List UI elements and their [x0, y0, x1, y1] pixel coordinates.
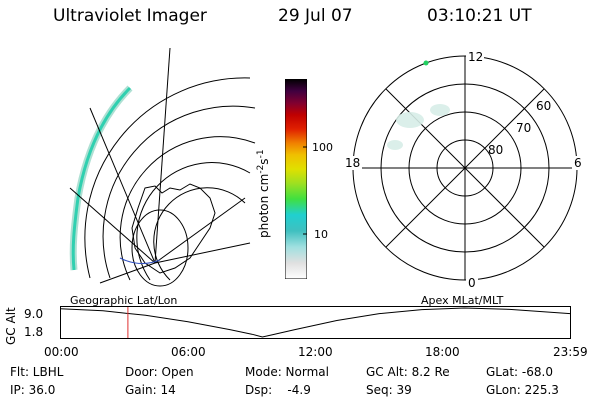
colorbar	[285, 79, 307, 279]
mlt-label-0: 0	[468, 276, 476, 290]
time-label: 03:10:21 UT	[427, 6, 532, 26]
circle-overlay	[131, 209, 189, 287]
glon-info: GLon: 225.3	[486, 383, 559, 397]
continent-outline	[131, 183, 216, 274]
orbit-altitude-plot	[60, 306, 571, 339]
geographic-map	[69, 48, 256, 287]
altitude-curve	[60, 307, 571, 338]
instrument-title: Ultraviolet Imager	[53, 6, 207, 26]
geo-label: Geographic Lat/Lon	[70, 294, 178, 307]
orbit-frame	[60, 306, 571, 339]
gc-alt-info: GC Alt: 8.2 Re	[366, 365, 450, 379]
colorbar-tick-10: 10	[314, 228, 328, 241]
dsp-info: Dsp: -4.9	[245, 383, 311, 397]
satellite-marker	[423, 60, 429, 66]
lat-label-80: 80	[488, 143, 503, 157]
lat-label-70: 70	[516, 121, 531, 135]
aurora-core	[71, 86, 132, 271]
seq-info: Seq: 39	[366, 383, 412, 397]
glat-info: GLat: -68.0	[486, 365, 553, 379]
mlt-label-6: 6	[574, 156, 582, 170]
x-tick-4: 23:59	[553, 345, 588, 359]
apex-label: Apex MLat/MLT	[421, 294, 504, 307]
gain-info: Gain: 14	[125, 383, 176, 397]
polar-plot: 12 18 6 0 60 70 80	[342, 50, 584, 290]
filter-info: Flt: LBHL	[10, 365, 64, 379]
alt-min-label: 1.8	[24, 325, 44, 339]
date-label: 29 Jul 07	[278, 6, 353, 26]
mlt-label-12: 12	[468, 50, 483, 64]
aurora-speckle	[387, 104, 450, 150]
x-tick-3: 18:00	[425, 345, 460, 359]
colorbar-tick-100: 100	[312, 141, 333, 154]
alt-max-label: 9.0	[24, 307, 44, 321]
lat-label-60: 60	[536, 99, 551, 113]
x-tick-1: 06:00	[171, 345, 206, 359]
x-tick-2: 12:00	[298, 345, 333, 359]
door-info: Door: Open	[125, 365, 194, 379]
mode-info: Mode: Normal	[245, 365, 329, 379]
x-tick-0: 00:00	[44, 345, 79, 359]
colorbar-unit-label: photon cm-2s-1	[256, 149, 271, 238]
mlt-label-18: 18	[345, 156, 360, 170]
blue-track	[119, 257, 161, 264]
ip-info: IP: 36.0	[10, 383, 56, 397]
gc-alt-axis-label: GC Alt	[4, 307, 18, 345]
